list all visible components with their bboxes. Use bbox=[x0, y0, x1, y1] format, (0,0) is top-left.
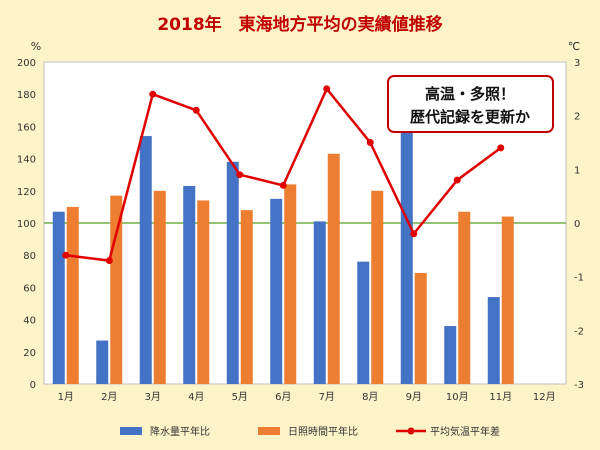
category-label: 4月 bbox=[188, 391, 204, 403]
category-label: 1月 bbox=[58, 391, 74, 403]
right-tick-label: 3 bbox=[574, 58, 580, 69]
right-tick-label: -2 bbox=[574, 326, 584, 337]
bar-precip-1 bbox=[52, 211, 65, 384]
legend-label-3: 平均気温平年差 bbox=[430, 425, 500, 438]
bar-precip-6 bbox=[270, 198, 283, 384]
left-tick-label: 120 bbox=[17, 187, 36, 198]
bar-precip-4 bbox=[183, 185, 196, 384]
left-tick-label: 0 bbox=[30, 380, 36, 391]
temperature-point-10 bbox=[453, 176, 461, 184]
left-tick-label: 80 bbox=[23, 251, 36, 262]
category-label: 8月 bbox=[362, 391, 378, 403]
bar-sunshine-9 bbox=[414, 272, 427, 384]
bar-sunshine-10 bbox=[458, 211, 471, 384]
bar-sunshine-8 bbox=[371, 190, 384, 384]
callout-box bbox=[387, 75, 554, 133]
legend-swatch-1 bbox=[120, 427, 142, 435]
category-label: 7月 bbox=[319, 391, 335, 403]
legend-swatch-2 bbox=[258, 427, 280, 435]
bar-sunshine-1 bbox=[66, 206, 79, 384]
temperature-point-1 bbox=[62, 251, 70, 259]
left-axis-unit: % bbox=[31, 40, 41, 53]
right-tick-label: 2 bbox=[574, 112, 580, 123]
bar-precip-5 bbox=[226, 161, 239, 384]
temperature-point-7 bbox=[323, 85, 331, 93]
legend: 降水量平年比 日照時間平年比 平均気温平年差 bbox=[120, 425, 500, 438]
category-label: 2月 bbox=[101, 391, 117, 403]
callout-line-2: 歴代記録を更新か bbox=[410, 108, 530, 126]
temperature-point-6 bbox=[279, 181, 287, 189]
left-tick-label: 40 bbox=[23, 316, 36, 327]
left-tick-label: 140 bbox=[17, 155, 36, 166]
bar-precip-8 bbox=[357, 261, 370, 384]
bar-precip-10 bbox=[444, 326, 457, 384]
category-label: 12月 bbox=[533, 391, 556, 403]
bar-sunshine-3 bbox=[153, 190, 166, 384]
temperature-point-8 bbox=[366, 139, 374, 146]
category-label: 11月 bbox=[489, 391, 512, 403]
left-tick-label: 180 bbox=[17, 90, 36, 101]
temperature-point-2 bbox=[105, 257, 113, 265]
temperature-point-5 bbox=[236, 171, 244, 179]
temperature-point-9 bbox=[410, 230, 418, 238]
right-tick-label: -3 bbox=[574, 380, 584, 391]
legend-label-1: 降水量平年比 bbox=[150, 425, 210, 438]
bar-sunshine-5 bbox=[240, 210, 253, 384]
bar-sunshine-6 bbox=[284, 184, 297, 384]
bar-precip-7 bbox=[313, 221, 326, 384]
bar-sunshine-4 bbox=[197, 200, 210, 384]
category-label: 3月 bbox=[145, 391, 161, 403]
temperature-point-4 bbox=[192, 106, 200, 114]
bar-precip-2 bbox=[96, 340, 109, 384]
left-tick-label: 100 bbox=[17, 219, 36, 230]
bar-sunshine-11 bbox=[501, 216, 514, 384]
category-label: 10月 bbox=[446, 391, 469, 403]
left-tick-label: 20 bbox=[23, 348, 36, 359]
bar-precip-3 bbox=[139, 136, 152, 384]
legend-label-2: 日照時間平年比 bbox=[288, 425, 358, 438]
left-tick-label: 160 bbox=[17, 122, 36, 133]
callout-line-1: 高温・多照！ bbox=[425, 85, 515, 103]
right-tick-label: 0 bbox=[574, 219, 580, 230]
right-tick-label: 1 bbox=[574, 165, 580, 176]
bar-precip-11 bbox=[487, 297, 500, 384]
bar-sunshine-2 bbox=[110, 195, 123, 384]
bar-precip-9 bbox=[400, 126, 413, 385]
category-label: 6月 bbox=[275, 391, 291, 403]
category-label: 5月 bbox=[232, 391, 248, 403]
temperature-point-3 bbox=[149, 90, 157, 98]
left-tick-label: 200 bbox=[17, 58, 36, 69]
chart-title: 2018年 東海地方平均の実績値推移 bbox=[157, 14, 442, 35]
left-tick-label: 60 bbox=[23, 283, 36, 294]
bar-sunshine-7 bbox=[327, 153, 340, 384]
category-label: 9月 bbox=[406, 391, 422, 403]
right-tick-label: -1 bbox=[574, 273, 584, 284]
temperature-point-11 bbox=[497, 144, 505, 152]
legend-marker-3 bbox=[407, 427, 415, 435]
right-axis-unit: ℃ bbox=[568, 40, 580, 53]
